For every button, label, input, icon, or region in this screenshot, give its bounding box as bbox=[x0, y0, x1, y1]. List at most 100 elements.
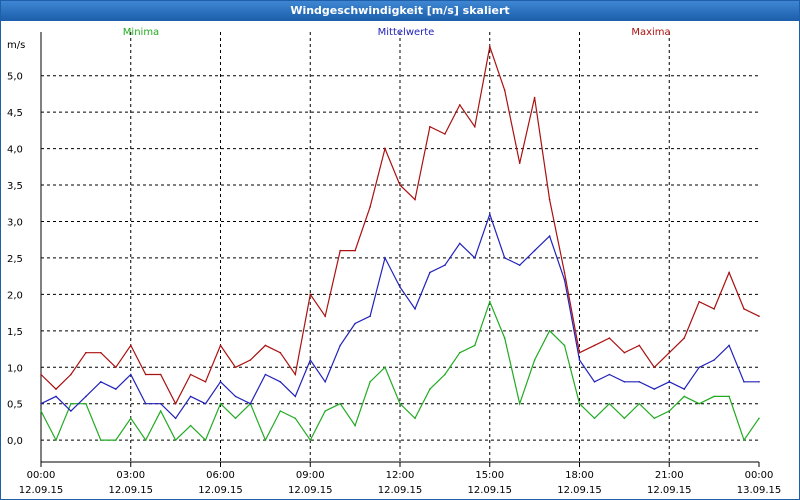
data-point bbox=[279, 381, 282, 383]
data-point bbox=[548, 198, 551, 201]
data-point bbox=[384, 366, 386, 369]
data-point bbox=[279, 410, 282, 412]
data-point bbox=[698, 366, 700, 369]
data-point bbox=[85, 402, 87, 405]
x-tick-time-label: 09:00 bbox=[296, 470, 325, 481]
data-point bbox=[369, 315, 371, 318]
data-point bbox=[713, 359, 715, 361]
y-tick-label: 3,5 bbox=[7, 181, 23, 192]
window-title: Windgeschwindigkeit [m/s] skaliert bbox=[1, 1, 799, 21]
data-point bbox=[70, 402, 72, 405]
y-tick-label: 2,5 bbox=[7, 254, 23, 265]
data-point bbox=[638, 402, 641, 405]
x-tick-date-label: 12.09.15 bbox=[288, 485, 333, 496]
data-point bbox=[189, 373, 192, 376]
data-point bbox=[399, 402, 401, 405]
data-point bbox=[548, 235, 551, 237]
data-point bbox=[130, 344, 132, 347]
data-point bbox=[518, 264, 521, 266]
x-tick-time-label: 03:00 bbox=[116, 470, 145, 481]
data-point bbox=[459, 104, 461, 106]
data-point bbox=[653, 366, 656, 369]
data-point bbox=[85, 351, 87, 354]
data-point bbox=[85, 395, 87, 398]
data-point bbox=[115, 439, 117, 441]
data-point bbox=[608, 402, 611, 405]
data-point bbox=[474, 344, 476, 347]
data-point bbox=[219, 344, 222, 347]
data-point bbox=[294, 373, 297, 376]
data-point bbox=[234, 366, 237, 369]
data-point bbox=[414, 417, 416, 420]
y-tick-label: 1,5 bbox=[7, 327, 23, 338]
data-point bbox=[728, 271, 730, 274]
x-tick-date-label: 12.09.15 bbox=[19, 485, 64, 496]
data-point bbox=[40, 402, 42, 405]
data-point bbox=[115, 366, 117, 369]
data-point bbox=[70, 410, 72, 412]
data-point bbox=[638, 381, 641, 383]
legend-entry-minima: Minima bbox=[123, 27, 159, 38]
data-point bbox=[743, 381, 745, 383]
data-point bbox=[219, 402, 222, 405]
data-point bbox=[384, 147, 386, 150]
x-tick-date-label: 12.09.15 bbox=[108, 485, 153, 496]
data-point bbox=[563, 271, 566, 274]
data-point bbox=[459, 242, 461, 245]
data-point bbox=[578, 359, 581, 361]
data-point bbox=[683, 388, 685, 390]
data-point bbox=[100, 439, 102, 441]
data-point bbox=[130, 373, 132, 376]
data-point bbox=[653, 388, 656, 390]
data-point bbox=[339, 344, 342, 347]
data-point bbox=[324, 315, 327, 318]
data-point bbox=[533, 249, 536, 252]
legend-entry-maxima: Maxima bbox=[631, 27, 670, 38]
data-point bbox=[55, 388, 57, 390]
data-point bbox=[399, 184, 401, 186]
x-tick-date-label: 12.09.15 bbox=[198, 485, 243, 496]
data-point bbox=[309, 359, 312, 361]
data-point bbox=[563, 344, 566, 347]
data-point bbox=[174, 417, 177, 420]
data-point bbox=[533, 359, 536, 361]
x-tick-time-label: 00:00 bbox=[27, 470, 56, 481]
x-tick-time-label: 21:00 bbox=[655, 470, 684, 481]
data-point bbox=[623, 351, 626, 354]
data-point bbox=[429, 388, 431, 390]
data-point bbox=[354, 249, 356, 252]
data-point bbox=[40, 410, 42, 412]
data-point bbox=[474, 257, 476, 259]
data-point bbox=[189, 424, 192, 427]
data-point bbox=[668, 410, 671, 412]
data-point bbox=[234, 395, 237, 398]
data-point bbox=[489, 213, 491, 215]
x-tick-time-label: 12:00 bbox=[386, 470, 415, 481]
data-point bbox=[204, 439, 207, 441]
data-point bbox=[593, 344, 596, 347]
data-point bbox=[219, 381, 222, 383]
x-tick-time-label: 15:00 bbox=[475, 470, 504, 481]
data-point bbox=[324, 381, 327, 383]
data-point bbox=[414, 198, 416, 201]
data-point bbox=[713, 395, 715, 398]
data-point bbox=[668, 351, 671, 354]
data-point bbox=[474, 125, 476, 128]
data-point bbox=[264, 344, 267, 347]
y-tick-label: 2,0 bbox=[7, 290, 23, 301]
x-tick-date-label: 12.09.15 bbox=[378, 485, 423, 496]
data-point bbox=[369, 381, 371, 383]
grid-lines bbox=[41, 32, 759, 462]
data-point bbox=[713, 308, 715, 310]
data-point bbox=[55, 395, 57, 398]
data-point bbox=[743, 308, 745, 310]
data-point bbox=[608, 373, 611, 376]
y-tick-label: 4,5 bbox=[7, 108, 23, 119]
y-tick-label: 0,0 bbox=[7, 436, 23, 447]
data-point bbox=[429, 125, 431, 128]
data-point bbox=[728, 344, 730, 347]
x-tick-date-label: 13.09.15 bbox=[737, 485, 782, 496]
series-layer bbox=[40, 44, 760, 442]
tick-labels: 0,0 0,5 1,0 1,5 2,0 2,5 3,0 3,5 4,0 4,5 5,0 00:00 12… bbox=[7, 40, 781, 496]
